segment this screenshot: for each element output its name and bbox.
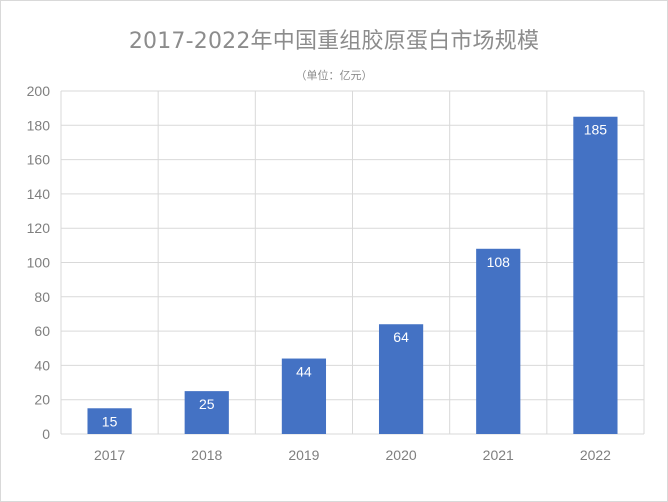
data-label-2017: 15 bbox=[102, 413, 118, 429]
y-tick-label: 200 bbox=[27, 83, 51, 99]
x-tick-label-2018: 2018 bbox=[191, 447, 222, 463]
y-tick-label: 140 bbox=[27, 186, 51, 202]
y-tick-label: 160 bbox=[27, 152, 51, 168]
bar-2020 bbox=[378, 324, 424, 434]
y-tick-label: 0 bbox=[42, 426, 50, 442]
y-tick-label: 40 bbox=[34, 357, 50, 373]
data-label-2022: 185 bbox=[584, 122, 608, 138]
bar-2018 bbox=[184, 391, 229, 434]
y-tick-label: 180 bbox=[27, 117, 51, 133]
data-label-2018: 25 bbox=[199, 396, 215, 412]
data-label-2020: 64 bbox=[393, 329, 409, 345]
data-label-2021: 108 bbox=[487, 254, 511, 270]
bar-2022 bbox=[573, 116, 618, 434]
chart-title: 2017-2022年中国重组胶原蛋白市场规模 bbox=[128, 29, 540, 54]
y-tick-label: 120 bbox=[27, 220, 51, 236]
y-tick-label: 100 bbox=[27, 255, 51, 271]
x-tick-label-2021: 2021 bbox=[483, 447, 514, 463]
x-tick-label-2020: 2020 bbox=[386, 447, 417, 463]
data-label-2019: 44 bbox=[296, 364, 312, 380]
chart-subtitle: （单位：亿元） bbox=[295, 69, 373, 82]
bar-2019 bbox=[281, 358, 327, 434]
x-tick-label-2019: 2019 bbox=[288, 447, 319, 463]
bar-2017 bbox=[87, 408, 132, 434]
bar-2021 bbox=[476, 248, 521, 434]
x-tick-label-2017: 2017 bbox=[94, 447, 125, 463]
y-tick-label: 60 bbox=[34, 323, 50, 339]
y-tick-label: 20 bbox=[34, 392, 50, 408]
y-tick-label: 80 bbox=[34, 289, 50, 305]
x-tick-label-2022: 2022 bbox=[580, 447, 611, 463]
